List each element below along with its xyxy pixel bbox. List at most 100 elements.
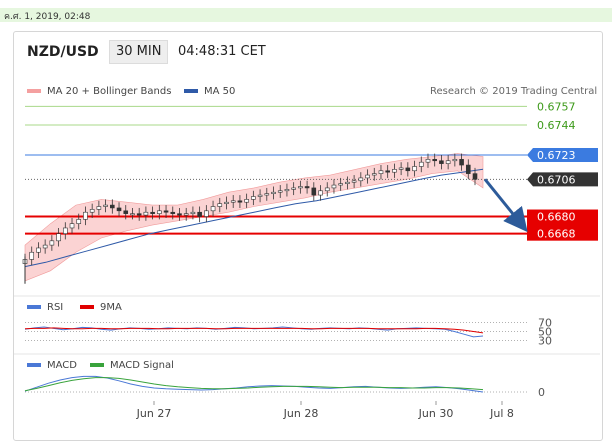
macd-tick-label: 0 [538,386,545,399]
candle-body [150,211,155,214]
candle-body [412,166,417,172]
level-label-4: 0.6680 [537,211,576,224]
candle-body [257,194,263,197]
macd-label: MACD [47,360,77,371]
ma9-label: 9MA [100,302,122,313]
candle-body [351,180,357,183]
candle-body [271,191,276,194]
rsi-swatch [27,305,41,309]
candle-body [371,173,377,176]
chart-panel: NZD/USD 30 MIN 04:48:31 CET MA 20 + Boll… [13,31,603,441]
level-label-3: 0.6706 [537,173,576,186]
legend-ma50: MA 50 [184,86,235,97]
ma50-label: MA 50 [204,86,236,97]
pair-title: NZD/USD [27,44,99,60]
candle-body [217,203,223,207]
timestamp-bar: ค.ศ. 1, 2019, 02:48 [0,8,612,22]
candle-body [251,196,256,200]
candle-body [318,190,323,196]
legend-macd: MACD [27,360,77,371]
x-tick-label: Jun 27 [136,407,172,420]
ma20-bb-label: MA 20 + Bollinger Bands [47,86,172,97]
forecast-arrow [483,178,528,233]
timestamp-text: ค.ศ. 1, 2019, 02:48 [4,12,91,22]
candle-body [183,213,189,216]
level-tag-2 [527,148,598,163]
candle-body [56,233,61,242]
candle-body [358,177,364,182]
x-tick-label: Jul 8 [489,407,514,420]
candle-body [29,251,35,260]
level-label-1: 0.6744 [537,119,576,132]
rsi-tick-label: 30 [538,335,552,348]
candle-body [210,206,216,212]
candle-body [170,211,176,214]
candle-body [136,213,142,216]
legend-9ma: 9MA [80,302,122,313]
candle-body [398,167,404,170]
candle-body [36,247,41,253]
timeframe-button[interactable]: 30 MIN [109,40,169,64]
macd-signal-line [24,377,484,392]
ma9-swatch [80,305,94,309]
candle-body [69,223,75,229]
level-label-5: 0.6668 [537,228,576,241]
candle-body [42,244,48,249]
candle-body [459,159,464,166]
candle-body [130,213,135,216]
chart-time: 04:48:31 CET [178,44,266,59]
ma20-swatch [27,89,41,93]
candle-body [378,170,384,174]
ma50-line [24,168,484,268]
legend-macd-signal: MACD Signal [90,360,174,371]
candle-body [392,169,397,173]
candle-body [304,186,310,189]
candle-body [385,170,390,173]
candle-body [230,200,236,203]
candle-body [110,204,115,209]
candle-body [76,219,82,224]
candle-body [49,240,55,246]
candle-body [123,210,129,214]
candle-body [96,206,102,210]
candle-body [331,184,337,189]
level-label-0: 0.6757 [537,100,576,113]
legend-ma20-bb: MA 20 + Bollinger Bands [27,86,171,97]
rsi-tick-label: 70 [538,317,552,330]
candle-body [103,204,108,207]
candle-body [83,211,88,220]
candle-body [143,211,149,216]
macd-signal-label: MACD Signal [110,360,174,371]
macd-line [24,375,484,393]
candle-body [204,210,209,217]
candle-body [264,193,270,196]
candle-body [405,167,411,172]
candle-body [324,187,330,192]
candle-body [365,174,370,179]
candle-body [157,210,162,214]
candle-body [237,200,243,203]
candle-body [116,207,122,212]
candle-body [89,209,95,213]
macd-swatch [27,363,41,367]
candle-body [277,190,283,193]
candle-body [291,187,296,190]
candle-body [432,159,438,162]
bollinger-band [24,153,484,282]
candle-body [177,213,182,216]
signal-swatch [90,363,104,367]
candle-body [418,161,424,167]
candle-body [62,227,68,234]
candle-body [284,189,290,192]
candle-body [345,181,350,184]
candle-body [298,186,303,189]
candle-body [311,187,317,196]
x-tick-label: Jun 30 [418,407,454,420]
ma9-line [24,327,484,334]
rsi-tick-label: 50 [538,326,552,339]
candle-body [197,211,202,217]
candle-body [472,173,478,180]
ma50-swatch [184,89,198,93]
credit-text: Research © 2019 Trading Central [430,86,598,97]
candle-body [452,159,458,162]
